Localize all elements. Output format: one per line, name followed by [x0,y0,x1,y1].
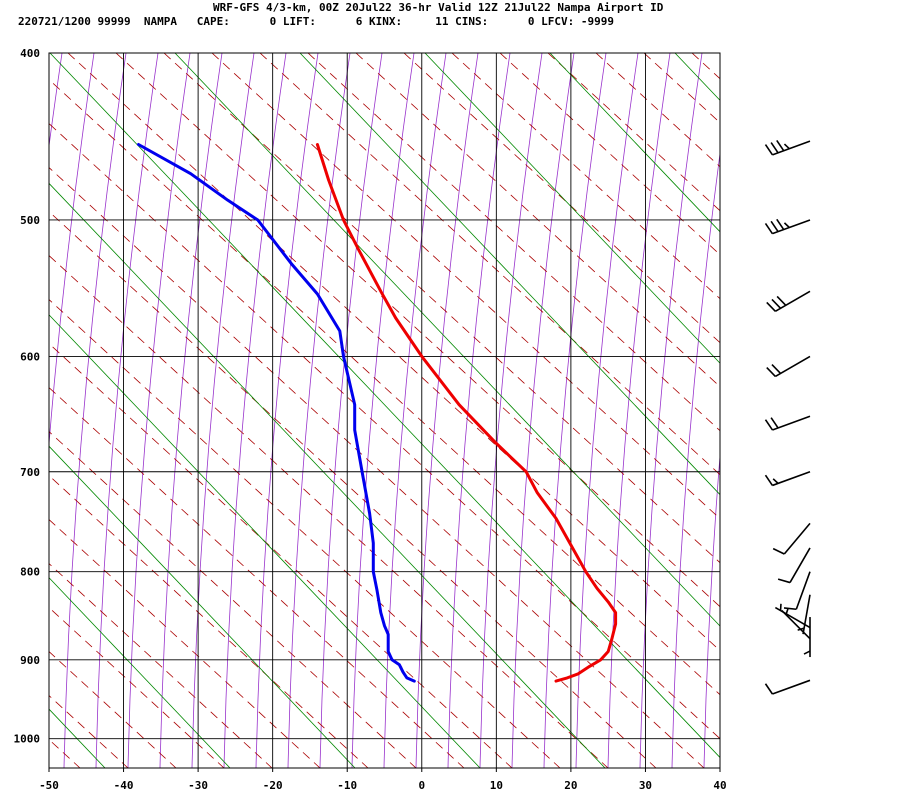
moist-adiabat-line [63,53,127,768]
moist-adiabat-line [511,53,575,768]
wind-barb [764,140,811,156]
moist-adiabat-line [255,53,319,768]
sounding-profiles [137,143,618,683]
temperature-axis: -50 -40 -30 -20 -10 0 10 20 30 40 [39,768,727,792]
pressure-tick-label: 900 [20,654,40,667]
mixing-ratio-line [800,53,900,768]
wind-barb [803,617,811,658]
dry-adiabat-line [788,53,900,768]
mixing-ratio-line [49,53,720,759]
moist-adiabat-line [49,53,63,149]
mixing-ratio-line [49,314,481,768]
pressure-tick-label: 500 [20,214,40,227]
dewpoint-profile-line [137,143,416,683]
moist-adiabat-line [543,53,607,768]
wind-barb [777,547,811,584]
mixing-ratio-line [424,53,720,364]
moist-adiabat-line [49,53,95,449]
wind-barb [766,290,811,312]
moist-adiabat-line [703,451,720,768]
wind-barb [781,608,811,640]
moist-adiabat-line [95,53,159,768]
chart-title: WRF-GFS 4/3-km, 00Z 20Jul22 36-hr Valid … [213,1,664,14]
wind-barb [783,571,811,611]
moist-adiabat-line [287,53,351,768]
wind-barb-column [764,140,811,695]
dry-adiabat-line [307,53,720,432]
moist-adiabat-line [415,53,479,768]
mixing-ratio-line [49,577,231,768]
moist-adiabat-line [607,53,671,768]
moist-adiabat-line [223,53,287,768]
moist-adiabat-line [639,53,703,768]
wind-barb [764,218,811,235]
temperature-tick-label: -30 [188,779,208,792]
dry-adiabat-line [49,79,720,696]
dry-adiabat-line [67,53,720,652]
temperature-tick-label: 30 [639,779,652,792]
dry-adiabat-line [211,53,720,520]
plot-frame [48,52,721,769]
pressure-axis: 400 500 600 700 800 900 1000 [14,47,41,746]
temperature-tick-label: 10 [490,779,503,792]
mixing-ratio-line [549,53,720,233]
temperature-tick-label: -50 [39,779,59,792]
temperature-tick-label: -40 [114,779,134,792]
dry-adiabat-line [115,53,720,608]
dry-adiabat-line [49,387,465,768]
temperature-profile-line [315,143,618,683]
pressure-tick-label: 800 [20,566,40,579]
dry-adiabat-line [49,123,720,740]
dry-adiabat-line [49,167,705,768]
pressure-tick-label: 400 [20,47,40,60]
wind-barb [772,522,811,555]
moist-adiabat-line [159,53,223,768]
dry-adiabat-line [49,343,513,768]
moist-adiabat-line [319,53,383,768]
dry-adiabat-line [740,53,900,768]
dry-adiabat-line [691,53,720,80]
moist-adiabat-line [575,53,639,768]
moist-adiabat-line [479,53,543,768]
station-indices: 220721/1200 99999 NAMPA CAPE: 0 LIFT: 6 … [18,15,615,28]
moist-adiabat-line [191,53,255,768]
dry-adiabat-line [163,53,720,564]
temperature-tick-label: -10 [337,779,357,792]
wind-barb [764,471,811,487]
dry-adiabat-line [884,53,900,768]
background-lines [49,33,900,768]
dry-adiabat-line [49,255,609,768]
moist-adiabat-line [736,33,801,768]
chart-header: WRF-GFS 4/3-km, 00Z 20Jul22 36-hr Valid … [0,0,900,30]
mixing-ratio-line [299,53,720,496]
wind-barb [764,679,811,695]
temperature-tick-label: 40 [713,779,726,792]
moist-adiabat-line [671,150,720,768]
pressure-tick-label: 600 [20,350,40,363]
moist-adiabat-line [800,33,865,768]
dry-adiabat-line [836,53,900,768]
moist-adiabat-line [383,53,447,768]
dry-adiabat-line [259,53,720,476]
mixing-ratio-line [174,53,720,627]
temperature-tick-label: -20 [263,779,283,792]
dry-adiabat-line [49,211,657,768]
mixing-ratio-line [49,445,356,768]
temperature-tick-label: 0 [418,779,425,792]
dry-adiabat-line [49,299,561,768]
pressure-tick-label: 700 [20,466,40,479]
moist-adiabat-line [351,53,415,768]
wind-barb [774,603,811,629]
plot-area [49,53,720,768]
moist-adiabat-line [447,53,511,768]
temperature-tick-label: 20 [564,779,577,792]
pressure-tick-label: 1000 [14,733,41,746]
wind-barb [766,355,811,378]
mixing-ratio-line [49,182,606,768]
wind-barb [764,415,811,431]
moist-adiabat-line [127,53,191,768]
